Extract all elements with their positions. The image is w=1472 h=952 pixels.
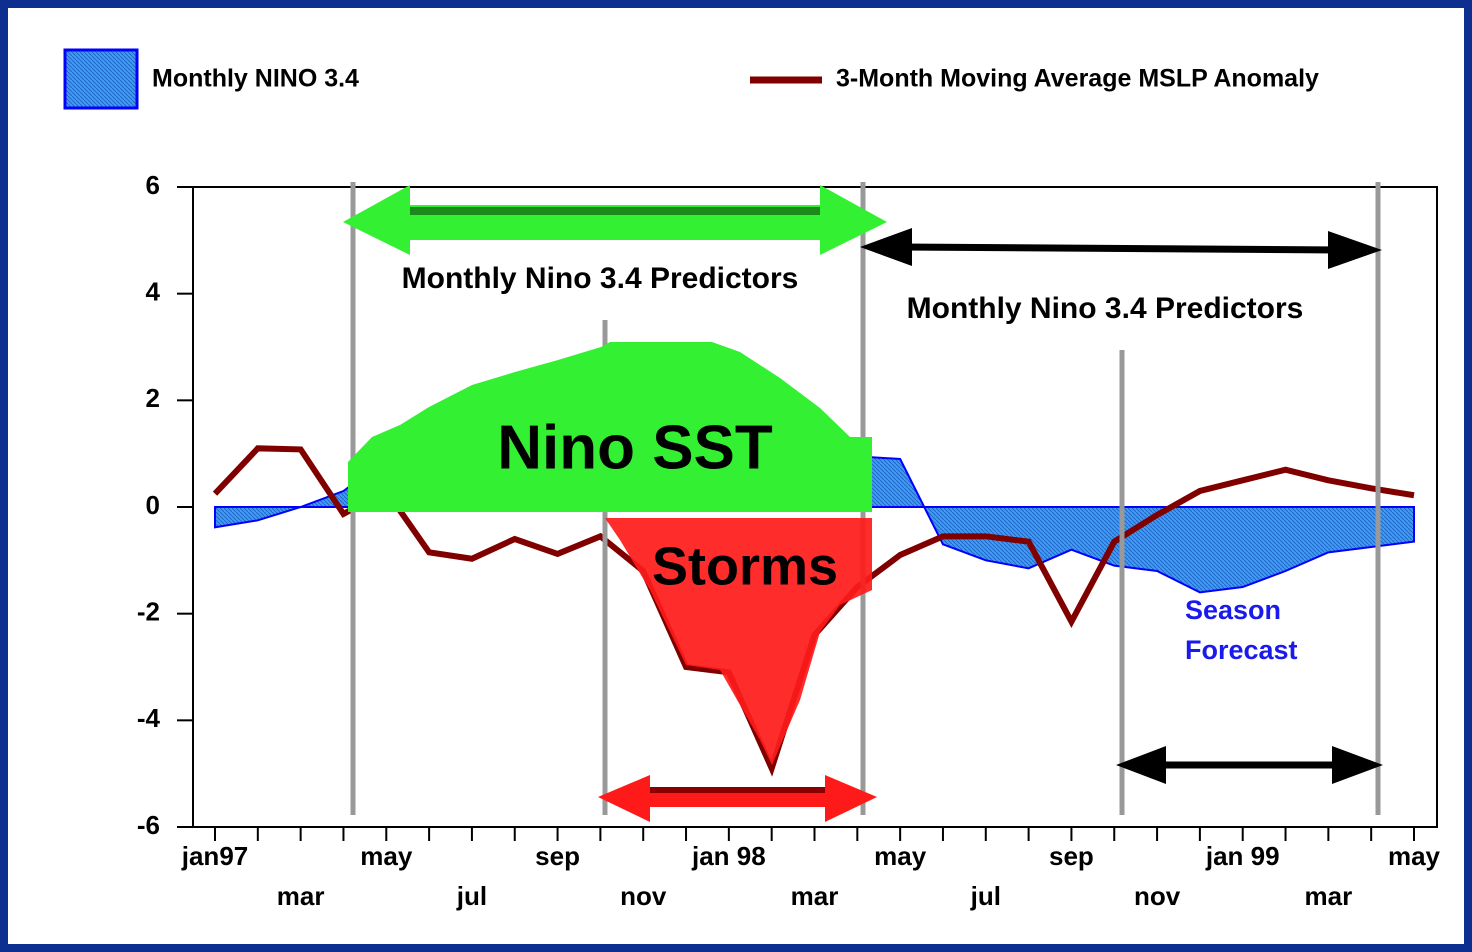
x-tick-label: sep [535, 841, 580, 871]
red-arrow [598, 775, 877, 822]
x-tick-label: mar [277, 881, 325, 911]
x-tick-label: nov [620, 881, 667, 911]
arrow-head [1332, 746, 1383, 784]
y-tick-label: -4 [137, 703, 161, 733]
y-tick-label: 4 [146, 277, 161, 307]
black-arrow [860, 228, 1382, 269]
annotation-layer: Monthly Nino 3.4 Predictors Monthly Nino… [343, 182, 1383, 822]
x-tick-label: may [1388, 841, 1441, 871]
arrow-head [1328, 231, 1382, 269]
legend-label: 3-Month Moving Average MSLP Anomaly [836, 65, 1319, 93]
arrow-head [1116, 746, 1166, 784]
legend-label: Monthly NINO 3.4 [152, 65, 359, 93]
x-tick-label: may [360, 841, 413, 871]
legend: Monthly NINO 3.4 3-Month Moving Average … [63, 48, 1319, 110]
black-arrow [1116, 746, 1383, 784]
x-tick-label: jan 99 [1205, 841, 1280, 871]
x-tick-label: jul [456, 881, 487, 911]
x-tick-label: jan 98 [691, 841, 766, 871]
annotation-box: Season Forecast [1185, 595, 1298, 665]
legend-swatch [63, 48, 139, 110]
storms-shape [605, 518, 872, 765]
nino-sst-shape [348, 342, 872, 512]
annotation: Season Forecast [1185, 595, 1298, 665]
y-tick-label: 2 [146, 383, 160, 413]
x-tick-label: may [874, 841, 927, 871]
y-tick-label: -6 [137, 810, 160, 840]
y-tick-label: 6 [146, 170, 160, 200]
x-tick-label: jul [970, 881, 1001, 911]
x-tick-label: sep [1049, 841, 1094, 871]
x-tick-label: mar [791, 881, 839, 911]
arrow-head [860, 228, 912, 266]
y-tick-label: -2 [137, 597, 160, 627]
annotation: Monthly Nino 3.4 Predictors [402, 262, 799, 295]
x-tick-label: jan97 [181, 841, 249, 871]
annotation: Monthly Nino 3.4 Predictors [907, 292, 1304, 325]
y-tick-label: 0 [146, 490, 160, 520]
annotation: Storms [652, 536, 838, 596]
x-tick-label: mar [1305, 881, 1353, 911]
green-arrow [343, 185, 887, 255]
arrow-shaft [899, 243, 1341, 254]
annotation: Nino SST [497, 413, 773, 482]
x-tick-label: nov [1134, 881, 1181, 911]
